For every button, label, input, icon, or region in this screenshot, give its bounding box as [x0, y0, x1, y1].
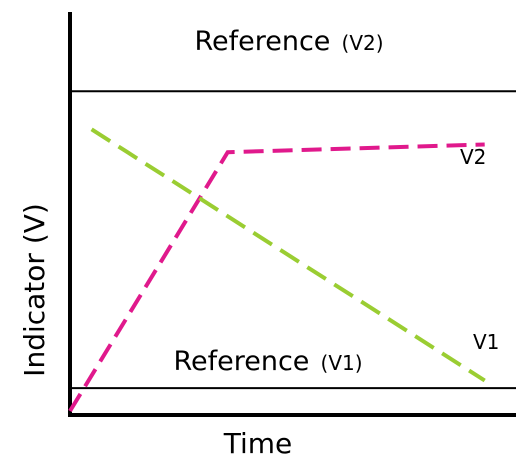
y-axis-label: Indicator (V) — [18, 203, 51, 377]
series-label-v1: V1 — [473, 330, 499, 354]
reference-label-v1: Reference (V1) — [173, 346, 362, 377]
series-line-v2 — [68, 142, 485, 413]
reference-label-v2-sub: (V2) — [342, 31, 384, 55]
reference-label-v2: Reference (V2) — [194, 26, 383, 57]
x-axis-label: Time — [223, 427, 293, 458]
reference-label-v1-name: Reference — [173, 346, 309, 377]
series-label-v2: V2 — [460, 145, 486, 169]
reference-label-v2-name: Reference — [194, 26, 330, 57]
reference-label-v1-sub: (V1) — [321, 351, 363, 375]
series-line-v1 — [90, 127, 486, 383]
